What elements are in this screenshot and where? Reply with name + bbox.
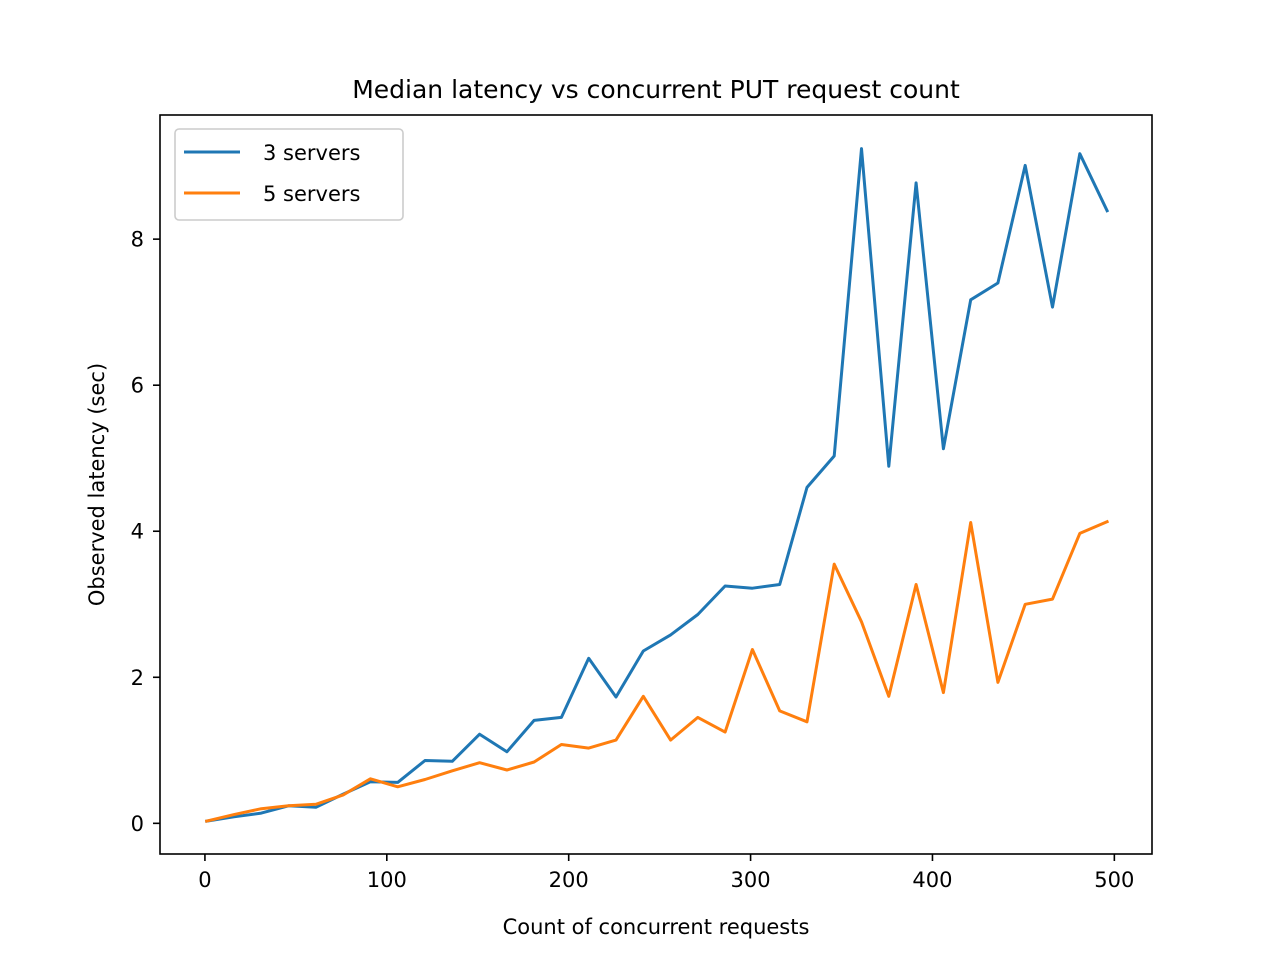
series-layer <box>204 147 1110 823</box>
x-axis-label: Count of concurrent requests <box>503 915 810 939</box>
legend-label-5-servers: 5 servers <box>263 182 360 206</box>
x-axis-ticks: 0 100 200 300 400 500 <box>198 854 1134 892</box>
plot-frame <box>159 114 1153 855</box>
legend-label-3-servers: 3 servers <box>263 141 360 165</box>
x-tick-label: 100 <box>367 868 407 892</box>
y-axis-ticks: 0 2 4 6 8 <box>131 228 160 836</box>
x-tick-label: 500 <box>1094 868 1134 892</box>
x-tick-label: 0 <box>198 868 211 892</box>
y-tick-label: 0 <box>131 812 144 836</box>
legend: 3 servers 5 servers <box>174 128 404 221</box>
x-tick-label: 300 <box>731 868 771 892</box>
x-tick-label: 400 <box>912 868 952 892</box>
y-tick-label: 8 <box>131 228 144 252</box>
x-tick-label: 200 <box>549 868 589 892</box>
y-axis-label: Observed latency (sec) <box>85 363 109 606</box>
y-tick-label: 4 <box>131 520 144 544</box>
y-tick-label: 2 <box>131 666 144 690</box>
y-tick-label: 6 <box>131 374 144 398</box>
series-line-5-servers <box>204 519 1110 823</box>
chart-title: Median latency vs concurrent PUT request… <box>352 75 960 104</box>
